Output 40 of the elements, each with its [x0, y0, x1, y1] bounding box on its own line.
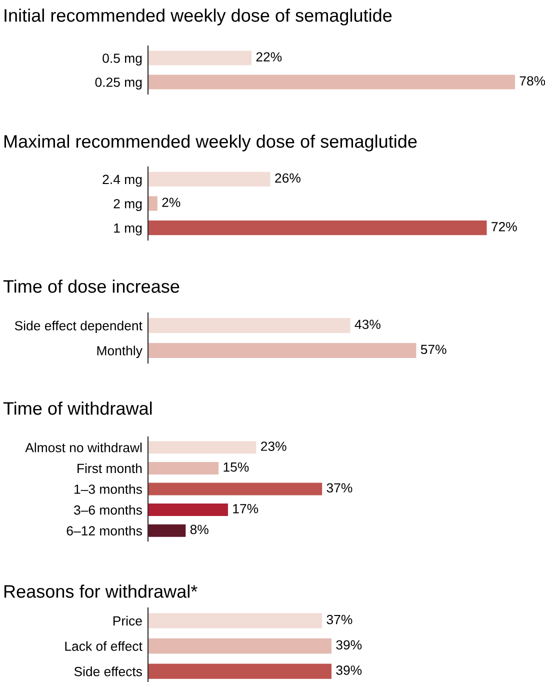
y-tick-label: 1–3 months [74, 484, 142, 494]
chart-title: Time of withdrawal [3, 402, 152, 415]
data-label: 37% [326, 483, 352, 493]
y-tick-label: 1 mg [114, 224, 142, 236]
data-label: 78% [520, 76, 545, 86]
data-label: 37% [326, 614, 352, 624]
y-tick-label: Price [113, 616, 142, 626]
data-label: 26% [275, 173, 300, 183]
y-tick-label: 0.25 mg [95, 78, 142, 90]
data-label: 15% [224, 462, 249, 472]
bar [148, 482, 322, 496]
y-tick-label: 2 mg [114, 199, 142, 212]
data-label: 39% [336, 640, 362, 650]
data-label: 22% [256, 52, 282, 62]
y-tick-label: Lack of effect [65, 641, 142, 651]
data-label: 17% [233, 504, 258, 514]
chart-title: Time of dose increase [3, 280, 180, 293]
data-label: 57% [420, 344, 446, 354]
y-tick-label: Side effect dependent [14, 320, 142, 334]
data-label: 43% [354, 320, 380, 330]
y-tick-label: Side effects [74, 666, 142, 676]
chart-title: Initial recommended weekly dose of semaglutide [4, 8, 392, 26]
chart-title: Reasons for withdrawal* [4, 584, 198, 598]
bar [148, 524, 186, 537]
data-label: 8% [190, 524, 208, 534]
bar [148, 441, 256, 454]
y-tick-label: First month [78, 463, 142, 474]
y-tick-label: 6–12 months [66, 526, 142, 536]
y-tick-label: Almost no withdrawl [25, 442, 142, 452]
data-label: 2% [162, 198, 180, 207]
y-tick-label: 2.4 mg [102, 174, 142, 187]
y-tick-label: 3–6 months [74, 505, 142, 515]
data-label: 72% [492, 222, 517, 232]
data-label: 23% [261, 442, 286, 451]
y-tick-label: 0.5 mg [102, 54, 142, 66]
chart-title: Maximal recommended weekly dose of semaglutide [4, 134, 417, 152]
y-tick-label: Monthly [97, 346, 142, 358]
bar [148, 462, 219, 474]
bar [148, 504, 228, 516]
data-label: 39% [336, 666, 362, 675]
